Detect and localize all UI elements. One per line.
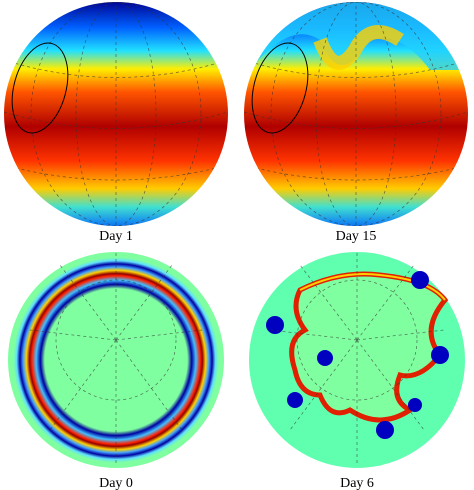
polar-day-6 — [249, 250, 465, 468]
panel-label: Day 15 — [336, 229, 377, 244]
panel-label: Day 0 — [99, 476, 133, 490]
panel-label: Day 1 — [99, 229, 133, 244]
polar-day-0 — [8, 250, 224, 468]
sphere-day-1 — [4, 2, 228, 226]
sphere-day-15 — [244, 2, 468, 226]
panel-label: Day 6 — [340, 476, 374, 490]
